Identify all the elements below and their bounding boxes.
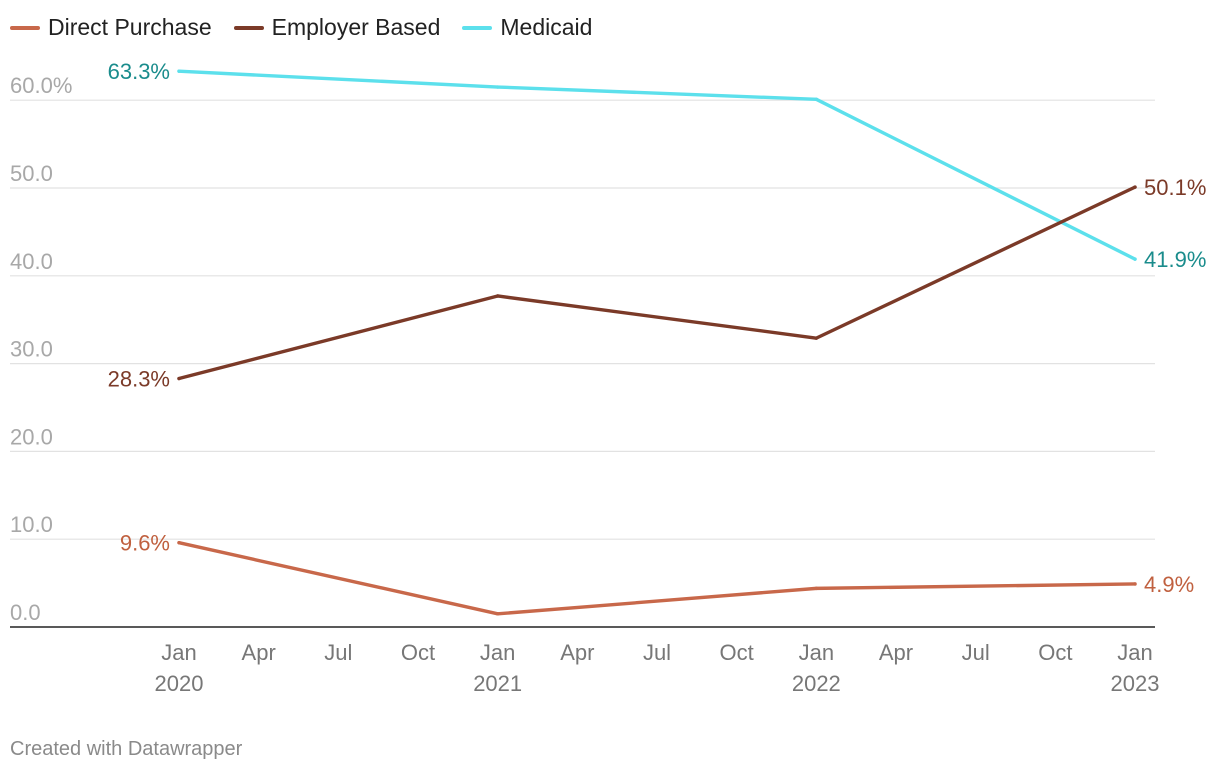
end-value-label: 50.1%	[1144, 175, 1206, 200]
x-tick-label: Jan	[1117, 640, 1152, 665]
x-tick-year-label: 2023	[1111, 671, 1160, 696]
x-tick-label: Apr	[879, 640, 913, 665]
data-point	[495, 612, 500, 616]
legend-item: Medicaid	[462, 14, 592, 41]
data-point	[814, 97, 819, 102]
data-point	[177, 376, 181, 381]
start-value-label: 9.6%	[120, 531, 170, 556]
legend-label: Medicaid	[500, 14, 593, 40]
legend-label: Employer Based	[271, 14, 441, 40]
y-tick-label: 30.0	[10, 337, 53, 362]
x-tick-label: Oct	[1038, 640, 1072, 665]
x-tick-year-label: 2020	[155, 671, 204, 696]
x-tick-label: Jan	[480, 640, 515, 665]
x-tick-label: Jan	[799, 640, 834, 665]
x-tick-label: Jan	[161, 640, 196, 665]
end-value-label: 41.9%	[1144, 247, 1206, 272]
x-tick-year-label: 2022	[792, 671, 841, 696]
y-tick-label: 20.0	[10, 424, 53, 449]
start-value-label: 28.3%	[108, 367, 170, 392]
y-tick-label: 40.0	[10, 249, 53, 274]
data-point	[1133, 185, 1137, 189]
legend-label: Direct Purchase	[48, 14, 212, 40]
y-tick-label: 60.0%	[10, 73, 72, 98]
x-tick-label: Oct	[720, 640, 754, 665]
data-point	[495, 85, 500, 89]
y-tick-label: 50.0	[10, 161, 53, 186]
series-line-employer-based	[177, 185, 1137, 381]
x-tick-year-label: 2021	[473, 671, 522, 696]
series-line-direct-purchase	[177, 541, 1137, 616]
data-point	[1133, 582, 1137, 586]
x-tick-label: Apr	[242, 640, 276, 665]
legend-item: Employer Based	[233, 14, 441, 41]
x-tick-label: Jul	[962, 640, 990, 665]
legend-swatch	[462, 25, 493, 30]
credit-text: Created with Datawrapper	[10, 738, 243, 760]
data-point	[495, 294, 500, 298]
end-value-label: 4.9%	[1144, 572, 1194, 597]
data-point	[1133, 257, 1137, 261]
data-point	[814, 336, 819, 340]
x-tick-label: Apr	[560, 640, 594, 665]
x-tick-label: Jul	[324, 640, 352, 665]
data-point	[814, 586, 819, 591]
y-tick-label: 10.0	[10, 512, 53, 537]
x-tick-label: Jul	[643, 640, 671, 665]
y-tick-label: 0.0	[10, 600, 41, 625]
series-line-medicaid	[177, 69, 1137, 261]
legend-item: Direct Purchase	[10, 14, 212, 41]
legend-swatch	[233, 25, 264, 30]
data-point	[177, 541, 181, 545]
legend-swatch	[10, 25, 40, 30]
start-value-label: 63.3%	[108, 59, 170, 84]
x-tick-label: Oct	[401, 640, 435, 665]
data-point	[177, 69, 181, 73]
legend: Direct Purchase Employer Based Medicaid	[10, 14, 614, 41]
